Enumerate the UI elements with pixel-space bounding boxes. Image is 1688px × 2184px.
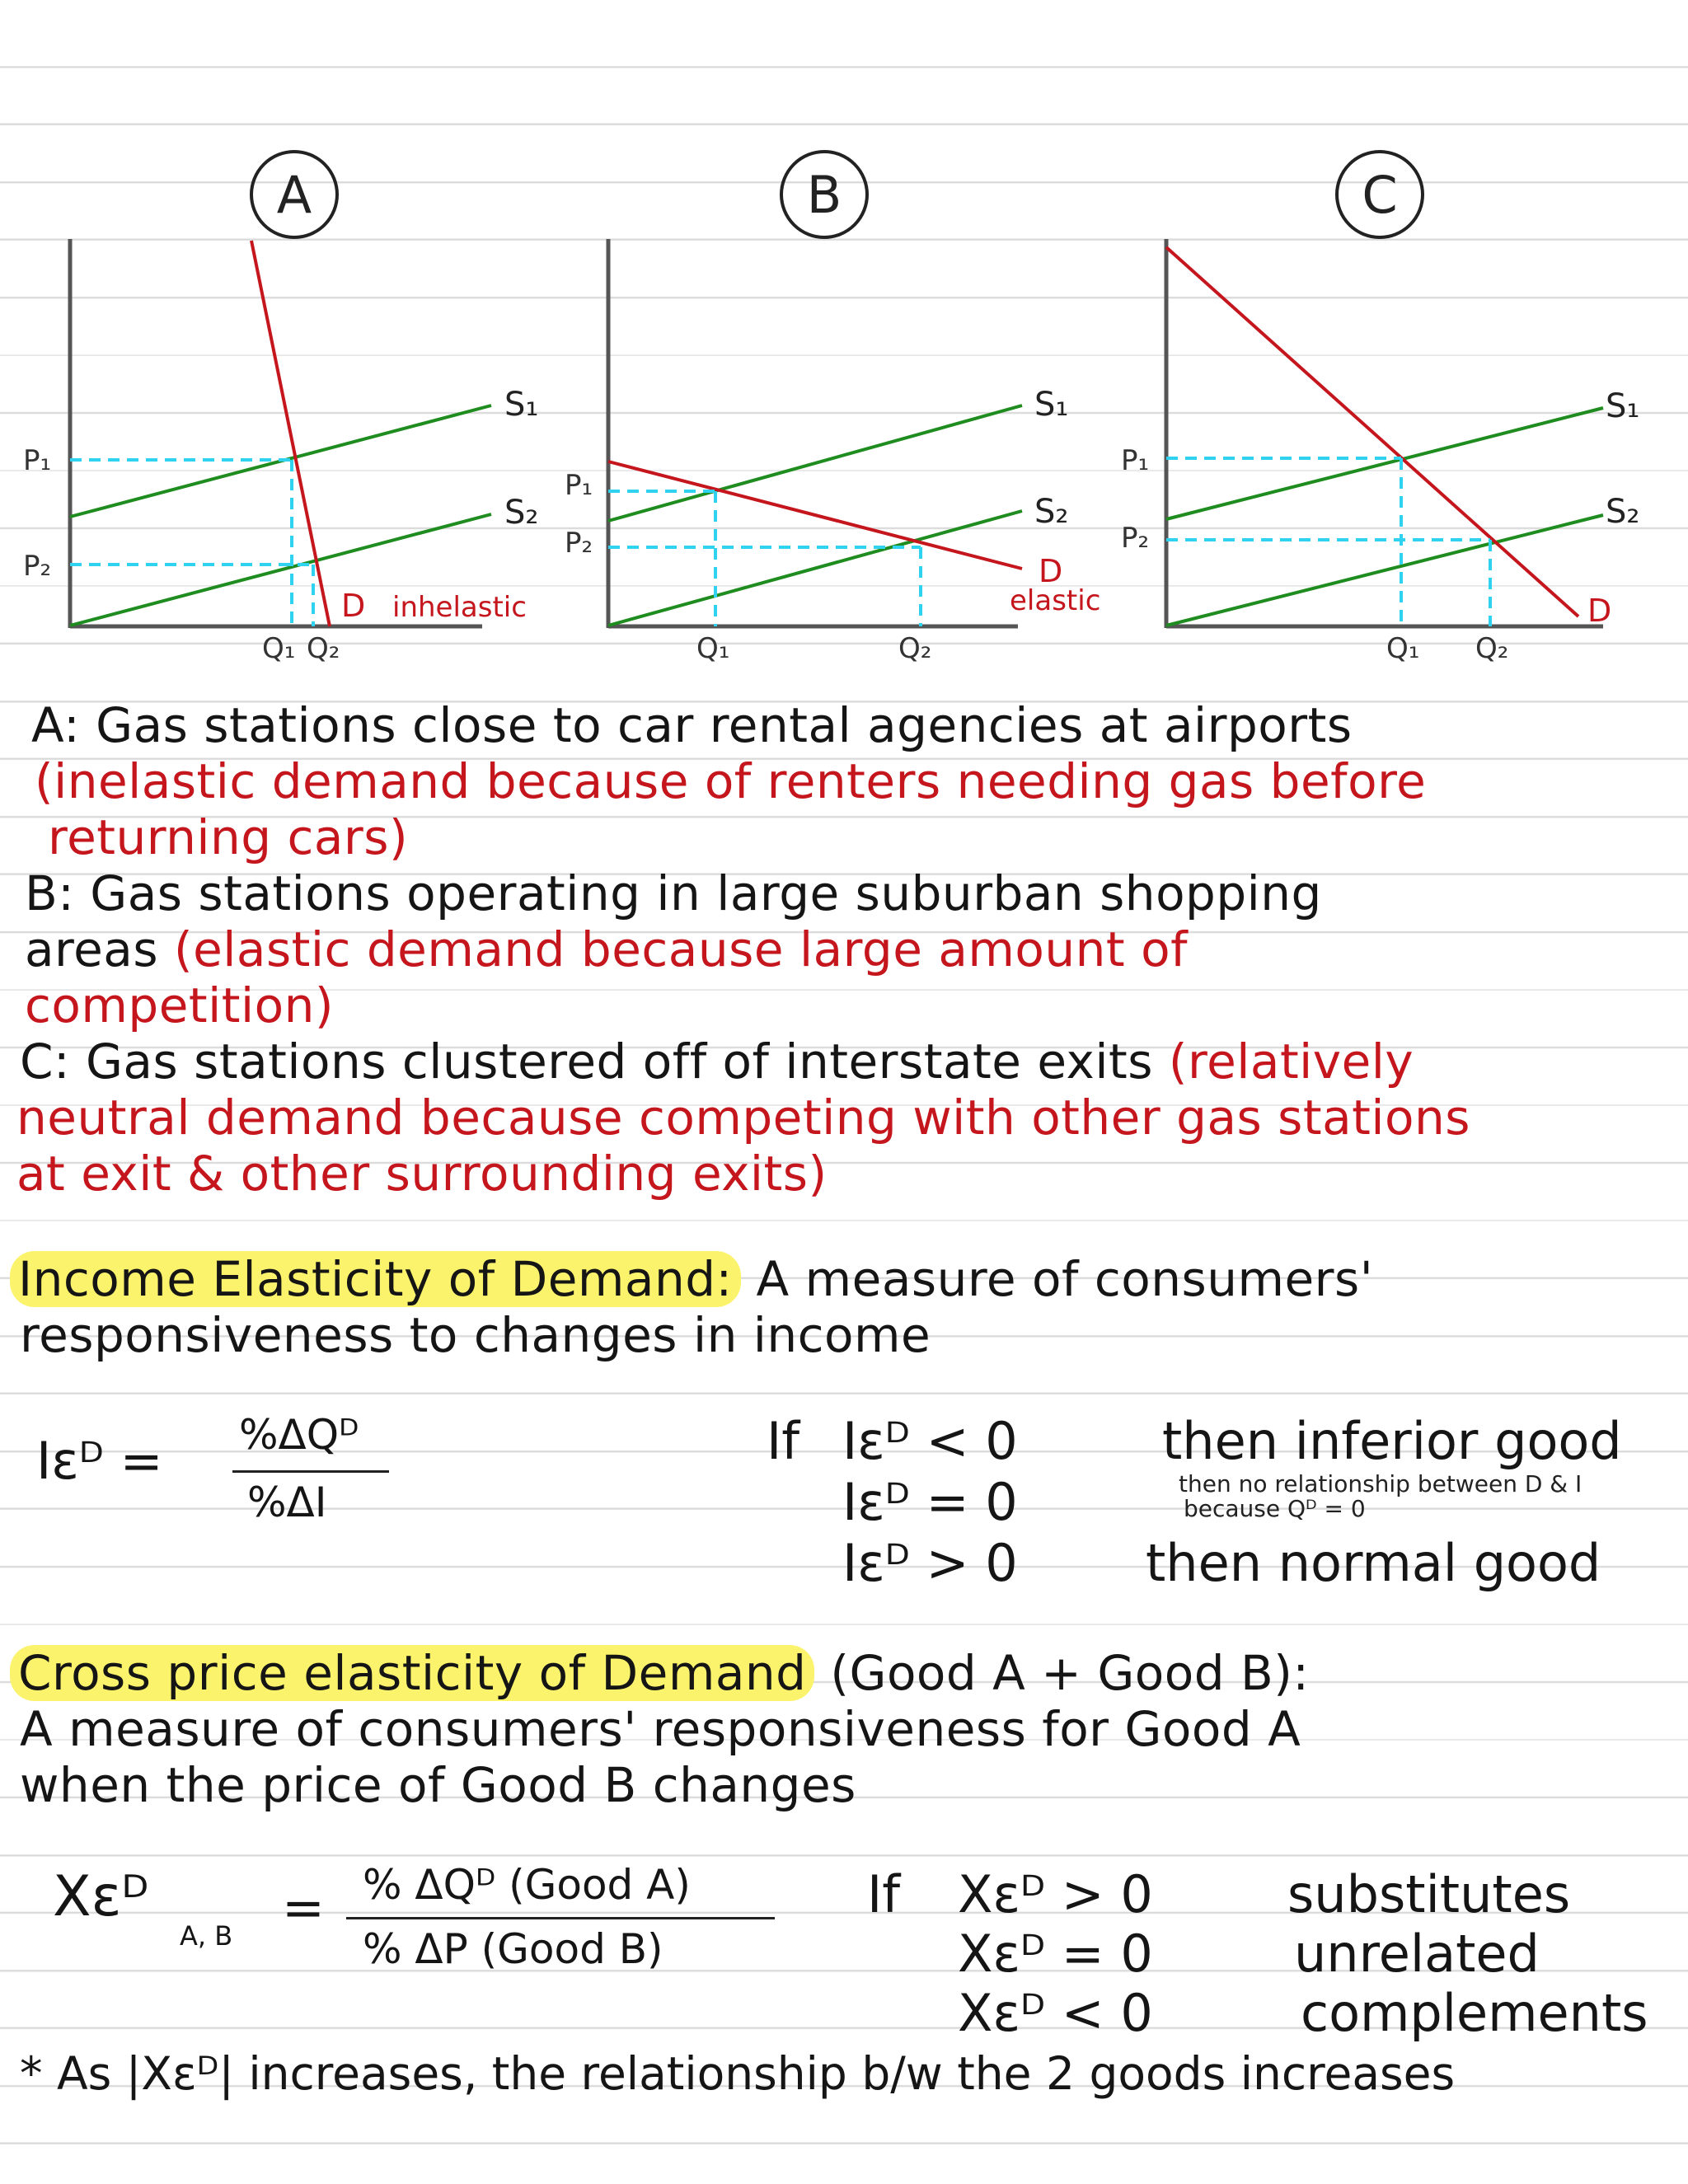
cross-result-substitutes: substitutes (1287, 1864, 1571, 1924)
graph-b-badge: B (780, 150, 869, 239)
cross-term-highlight: Cross price elasticity of Demand (10, 1645, 815, 1701)
income-definition-line1: Income Elasticity of Demand: A measure o… (10, 1251, 1373, 1307)
graph-b-demand (607, 460, 1023, 570)
graph-b-d-label: D (1039, 553, 1062, 589)
income-condition-zero: Iεᴰ = 0 (842, 1472, 1018, 1532)
income-result-none-line2: because Qᴰ = 0 (1184, 1495, 1366, 1522)
note-a-line1: A: Gas stations close to car rental agen… (31, 697, 1353, 753)
graph-b-q2-label: Q₂ (898, 632, 931, 665)
income-result-normal: then normal good (1146, 1533, 1601, 1593)
graph-c: S₁ S₂ P₁ P₂ Q₁ Q₂ D (1121, 239, 1639, 665)
graph-c-supply-2 (1165, 513, 1604, 627)
note-b-line3: competition) (25, 977, 334, 1033)
note-b-line2: areas (elastic demand because large amou… (25, 921, 1188, 977)
graph-a-inelastic-note: inhelastic (392, 591, 527, 624)
graph-b-badge-label: B (806, 164, 842, 225)
cross-result-unrelated: unrelated (1294, 1924, 1540, 1984)
graph-a-badge: A (250, 150, 339, 239)
graph-b-s1-label: S₁ (1034, 386, 1068, 424)
income-formula-lhs: Iεᴰ = (36, 1431, 163, 1491)
note-a-line3: returning cars) (48, 809, 409, 865)
cross-fraction-bar (346, 1917, 775, 1919)
graph-c-d-label: D (1587, 593, 1611, 629)
graph-b-p2-label: P₂ (565, 527, 593, 560)
graph-a-demand (250, 240, 331, 627)
graph-c-q2-label: Q₂ (1475, 632, 1508, 665)
note-c-line1: C: Gas stations clustered off of interst… (20, 1033, 1414, 1090)
supply-demand-graphs: S₁ S₂ P₁ P₂ Q₁ Q₂ D inhelastic S₁ S₂ P₁ … (23, 239, 1639, 665)
cross-formula-numerator: % ΔQᴰ (Good A) (363, 1861, 691, 1909)
graph-b-supply-1 (607, 404, 1023, 523)
cross-formula-lhs: Xεᴰ (53, 1864, 149, 1929)
cross-condition-positive: Xεᴰ > 0 (958, 1864, 1153, 1924)
income-result-none-line1: then no relationship between D & I (1179, 1470, 1582, 1497)
note-a-line2: (inelastic demand because of renters nee… (35, 753, 1427, 809)
note-b-line2-red: (elastic demand because large amount of (174, 921, 1188, 977)
income-condition-positive: Iεᴰ > 0 (842, 1533, 1018, 1593)
note-c-line1-red: (relatively (1168, 1033, 1414, 1090)
cross-definition-line3: when the price of Good B changes (20, 1757, 856, 1813)
graph-c-p1-label: P₁ (1121, 444, 1149, 477)
graph-a-p2-label: P₂ (23, 550, 51, 583)
graph-a-supply-2 (69, 513, 492, 627)
income-result-inferior: then inferior good (1162, 1411, 1622, 1471)
graph-a-s1-label: S₁ (504, 386, 538, 424)
note-c-line1-black: C: Gas stations clustered off of interst… (20, 1033, 1153, 1090)
graph-a: S₁ S₂ P₁ P₂ Q₁ Q₂ D inhelastic (23, 239, 538, 665)
income-formula-numerator: %ΔQᴰ (239, 1411, 359, 1459)
graph-b: S₁ S₂ P₁ P₂ Q₁ Q₂ D elastic (565, 239, 1100, 665)
income-if-label: If (767, 1411, 800, 1471)
income-formula-denominator: %ΔI (247, 1479, 327, 1526)
graph-c-q1-label: Q₁ (1386, 632, 1419, 665)
note-b-line1: B: Gas stations operating in large subur… (25, 865, 1322, 921)
graph-c-s1-label: S₁ (1606, 387, 1639, 425)
graph-c-supply-1 (1165, 406, 1604, 521)
cross-condition-zero: Xεᴰ = 0 (958, 1924, 1153, 1984)
graph-b-q1-label: Q₁ (696, 632, 729, 665)
cross-result-complements: complements (1301, 1983, 1648, 2043)
graph-b-supply-2 (607, 509, 1023, 627)
income-def1: A measure of consumers' (756, 1251, 1374, 1307)
note-b-line2-black: areas (25, 921, 159, 977)
income-condition-negative: Iεᴰ < 0 (842, 1411, 1018, 1471)
graph-c-p2-label: P₂ (1121, 522, 1149, 555)
income-definition-line2: responsiveness to changes in income (20, 1307, 931, 1363)
graph-a-q2-label: Q₂ (307, 632, 340, 665)
income-term-highlight: Income Elasticity of Demand: (10, 1251, 741, 1307)
graph-c-badge: C (1335, 150, 1424, 239)
cross-equals-sign: = (282, 1877, 325, 1938)
income-fraction-bar (232, 1470, 389, 1473)
cross-formula-subscript: A, B (180, 1920, 233, 1952)
graph-b-elastic-note: elastic (1010, 584, 1100, 617)
note-c-line3: at exit & other surrounding exits) (16, 1146, 828, 1202)
cross-definition-line2: A measure of consumers' responsiveness f… (20, 1701, 1301, 1757)
graph-b-s2-label: S₂ (1034, 493, 1068, 531)
graph-a-badge-label: A (276, 164, 312, 225)
graph-b-p1-label: P₁ (565, 469, 593, 502)
cross-footnote: * As |Xεᴰ| increases, the relationship b… (20, 2047, 1456, 2100)
graph-c-badge-label: C (1362, 164, 1398, 225)
graph-a-p1-label: P₁ (23, 444, 51, 477)
cross-formula-denominator: % ΔP (Good B) (363, 1925, 663, 1973)
graph-a-d-label: D (341, 588, 365, 624)
graph-a-q1-label: Q₁ (262, 632, 295, 665)
graph-c-s2-label: S₂ (1606, 493, 1639, 531)
cross-definition-line1: Cross price elasticity of Demand (Good A… (10, 1645, 1309, 1701)
cross-condition-negative: Xεᴰ < 0 (958, 1983, 1153, 2043)
graph-a-s2-label: S₂ (504, 494, 538, 532)
note-c-line2: neutral demand because competing with ot… (16, 1090, 1470, 1146)
cross-term-tail: (Good A + Good B): (830, 1645, 1310, 1701)
graph-c-demand (1165, 246, 1580, 618)
cross-if-label: If (867, 1864, 901, 1924)
